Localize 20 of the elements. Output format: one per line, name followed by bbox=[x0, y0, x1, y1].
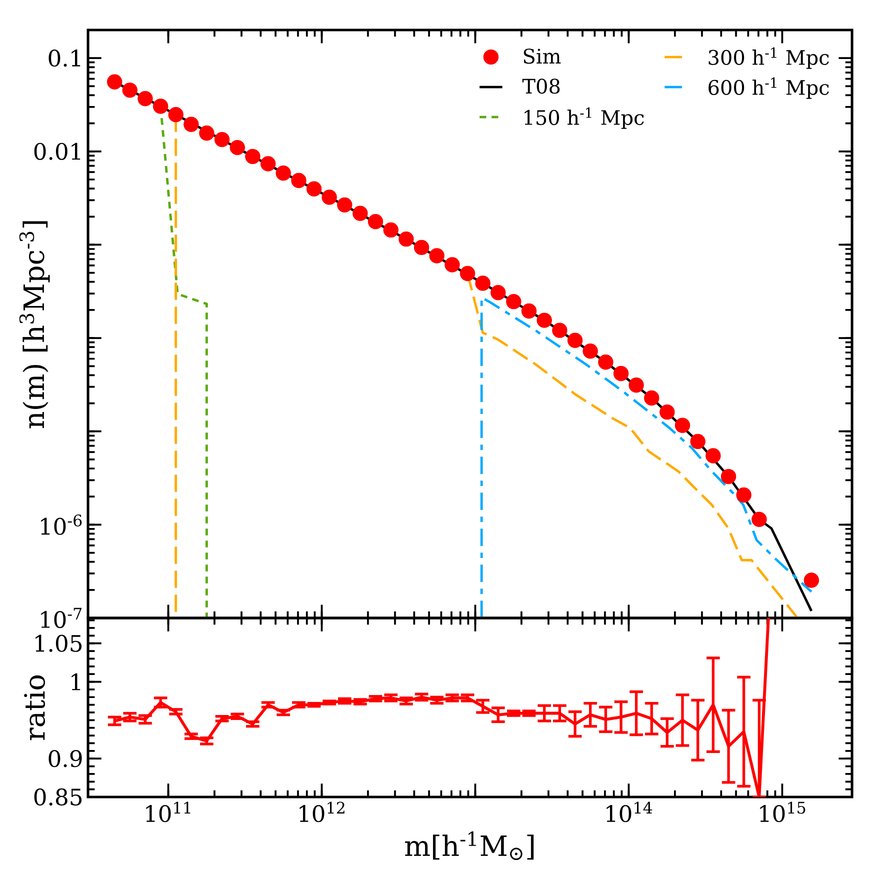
x-axis-title: m[h$^{-1}$M$_{⊙}$] bbox=[405, 831, 534, 860]
legend-label: 300 h$^{-1}$ Mpc bbox=[708, 47, 829, 69]
legend-label: T08 bbox=[522, 78, 560, 94]
y-tick-label: 10$^{-6}$ bbox=[41, 514, 82, 535]
y-tick-label: 1.05 bbox=[36, 634, 82, 652]
x-tick-label: 10$^{15}$ bbox=[760, 802, 806, 822]
y-axis-title: n(m) [h$^{3}$Mpc$^{-3}$] bbox=[19, 221, 50, 428]
y-tick-label: 0.1 bbox=[48, 50, 80, 67]
y-axis-title: ratio bbox=[24, 675, 46, 740]
y-tick-label: 10$^{-7}$ bbox=[41, 608, 82, 628]
y-tick-label: 0.85 bbox=[34, 788, 82, 806]
x-tick-label: 10$^{12}$ bbox=[300, 802, 344, 822]
y-tick-label: 1 bbox=[72, 673, 80, 690]
x-tick-label: 10$^{14}$ bbox=[606, 802, 652, 822]
x-tick-label: 10$^{11}$ bbox=[146, 802, 190, 822]
y-tick-label: 0.01 bbox=[34, 142, 80, 160]
y-tick-label: 0.9 bbox=[48, 750, 82, 768]
legend-label: 600 h$^{-1}$ Mpc bbox=[708, 77, 829, 99]
legend-label: Sim bbox=[524, 48, 561, 64]
legend-label: 150 h$^{-1}$ Mpc bbox=[524, 107, 644, 129]
